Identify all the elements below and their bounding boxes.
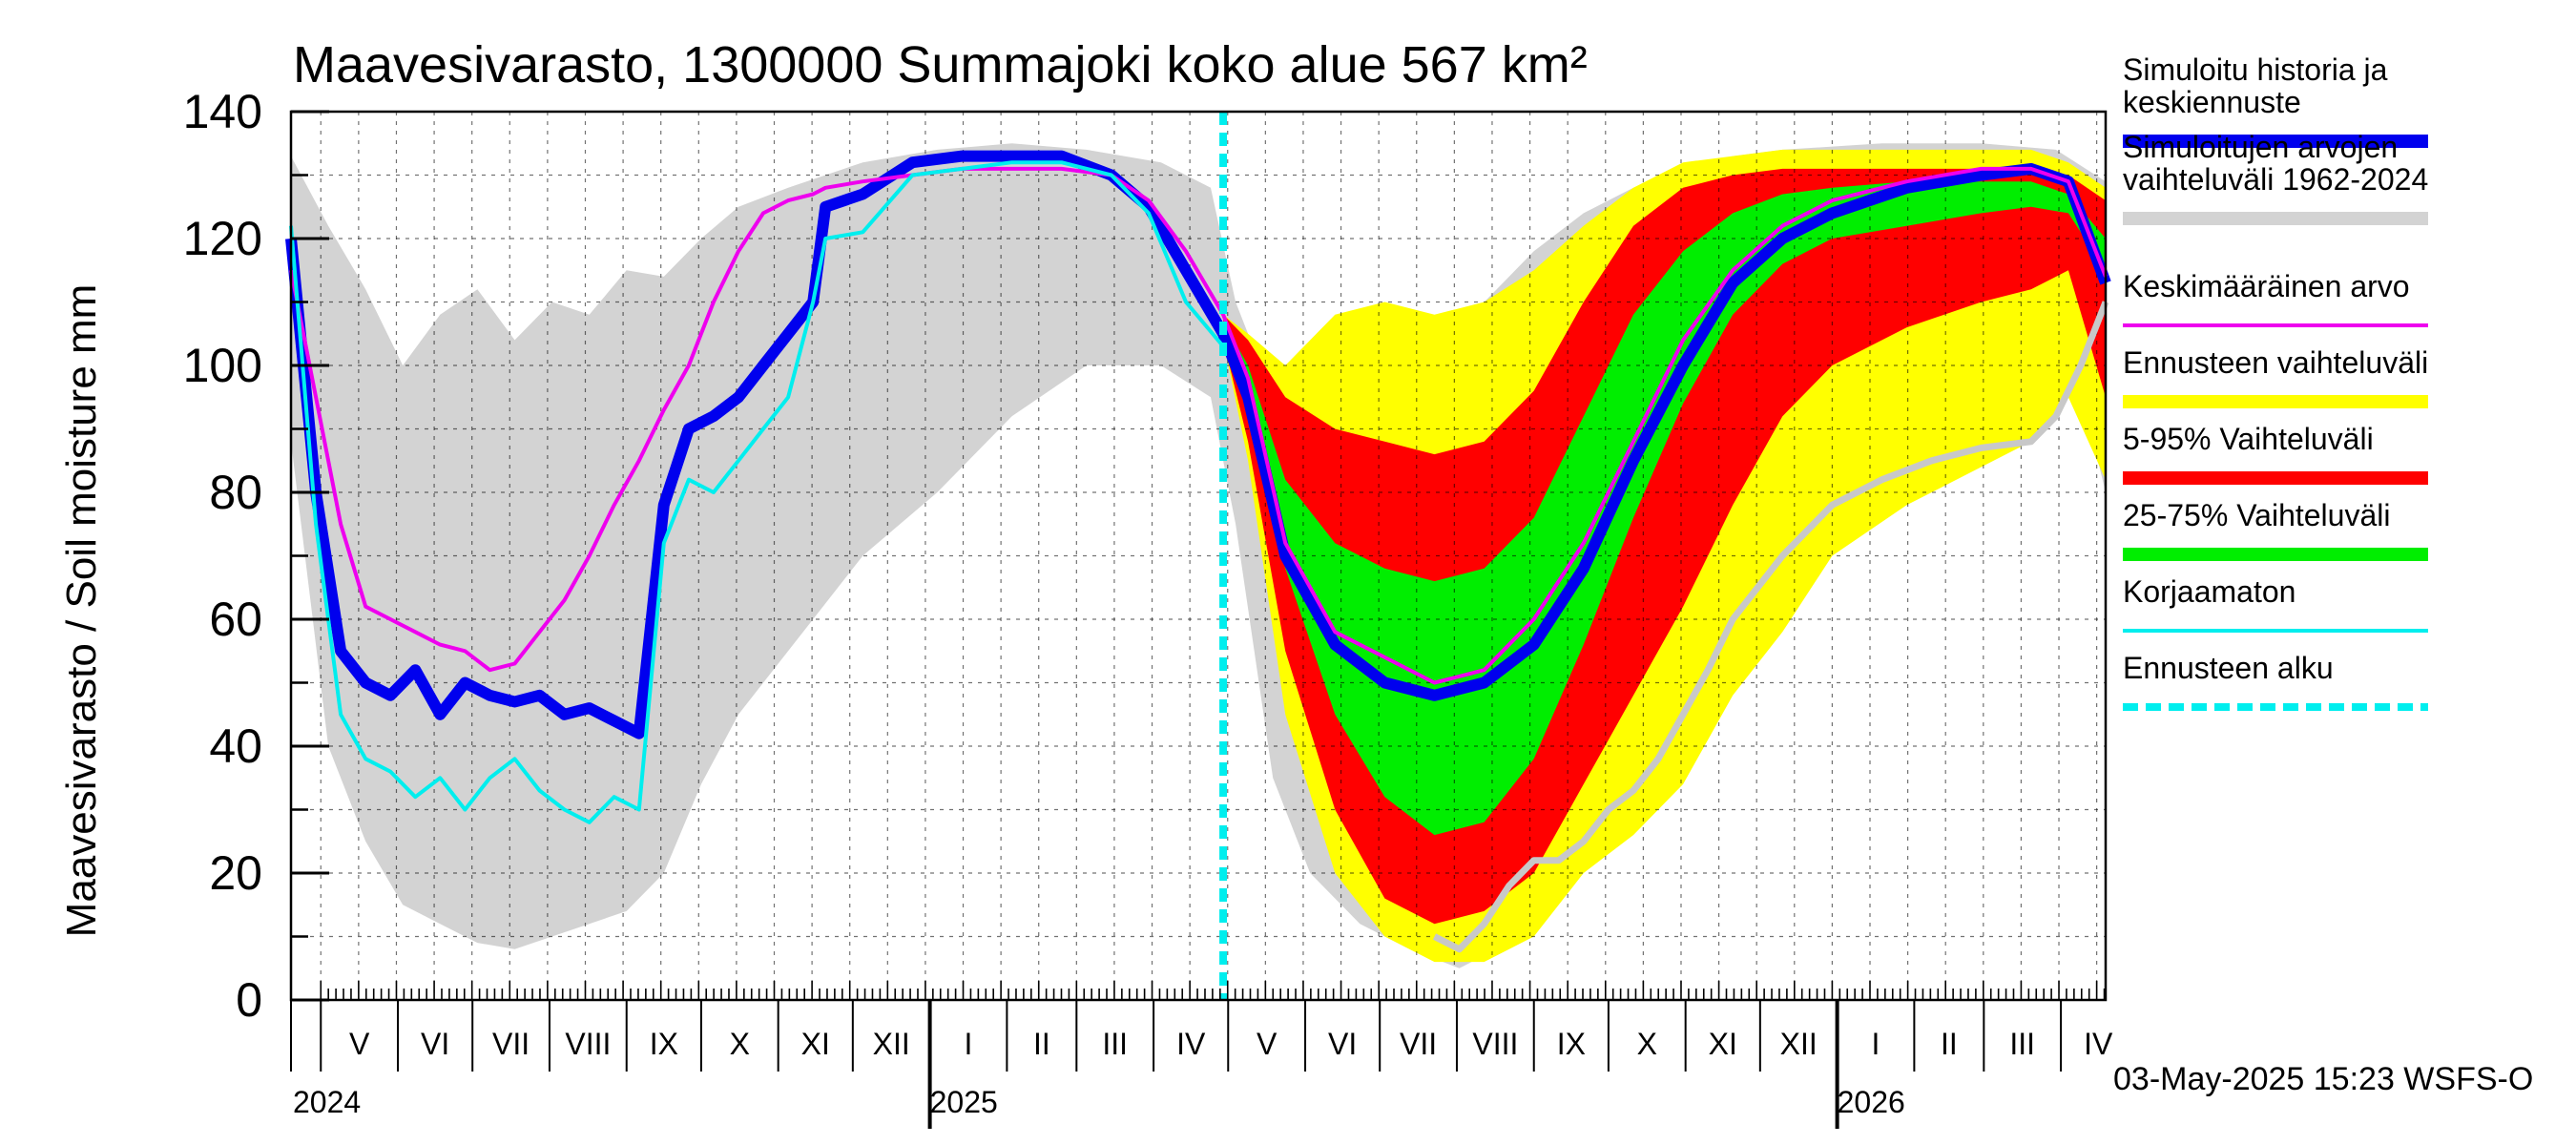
footer-timestamp: 03-May-2025 15:23 WSFS-O [2113, 1061, 2533, 1097]
y-tick-label: 20 [209, 846, 262, 900]
month-label: VII [492, 1027, 530, 1061]
range-bands [291, 143, 2106, 968]
month-label: II [1941, 1027, 1958, 1061]
y-tick-label: 80 [209, 466, 262, 519]
month-label: III [1102, 1027, 1128, 1061]
series-line-7 [1432, 301, 2109, 953]
month-label: V [349, 1027, 370, 1061]
legend: Simuloitu historia ja keskiennuste Simuloi… [2123, 52, 2428, 711]
y-tick-label: 0 [236, 973, 262, 1027]
month-label: XI [801, 1027, 830, 1061]
month-label: IV [1176, 1027, 1206, 1061]
y-axis-label: Maavesivarasto / Soil moisture mm [58, 284, 105, 938]
band-3 [1223, 181, 2106, 836]
y-tick-label: 60 [209, 593, 262, 646]
legend-label: Simuloitu historia ja keskiennuste [2123, 52, 2388, 119]
legend-label: Keskimääräinen arvo [2123, 269, 2410, 303]
series-lines [285, 112, 2111, 1000]
legend-label: Ennusteen vaihteluväli [2123, 345, 2428, 380]
legend-label: Korjaamaton [2123, 574, 2296, 609]
chart-title: Maavesivarasto, 1300000 Summajoki koko a… [293, 36, 1588, 94]
series-line-4 [285, 150, 2111, 739]
month-label: XII [1780, 1027, 1818, 1061]
month-label: X [1637, 1027, 1657, 1061]
y-tick-label: 120 [183, 212, 262, 265]
year-label: 2026 [1838, 1085, 1905, 1119]
legend-label: Simuloitujen arvojen vaihteluväli 1962-20… [2123, 130, 2428, 197]
y-tick-label: 40 [209, 719, 262, 773]
month-label: I [1872, 1027, 1880, 1061]
year-label: 2025 [930, 1085, 998, 1119]
month-label: III [2009, 1027, 2035, 1061]
year-label: 2024 [293, 1085, 361, 1119]
month-label: I [965, 1027, 973, 1061]
month-label: XI [1709, 1027, 1737, 1061]
y-tick-label: 140 [183, 85, 262, 138]
legend-label: Ennusteen alku [2123, 651, 2334, 685]
legend-label: 5-95% Vaihteluväli [2123, 422, 2374, 456]
month-label: II [1033, 1027, 1050, 1061]
month-label: IX [1557, 1027, 1586, 1061]
month-label: VI [1328, 1027, 1357, 1061]
month-label: XII [873, 1027, 910, 1061]
month-label: VIII [1472, 1027, 1518, 1061]
month-label: V [1257, 1027, 1278, 1061]
y-tick-label: 100 [183, 339, 262, 392]
month-label: VII [1400, 1027, 1437, 1061]
legend-label: 25-75% Vaihteluväli [2123, 498, 2390, 532]
month-label: VIII [565, 1027, 611, 1061]
month-label: IX [650, 1027, 678, 1061]
month-label: IV [2084, 1027, 2113, 1061]
month-label: VI [421, 1027, 449, 1061]
series-line-6 [289, 160, 1225, 824]
month-label: X [730, 1027, 750, 1061]
